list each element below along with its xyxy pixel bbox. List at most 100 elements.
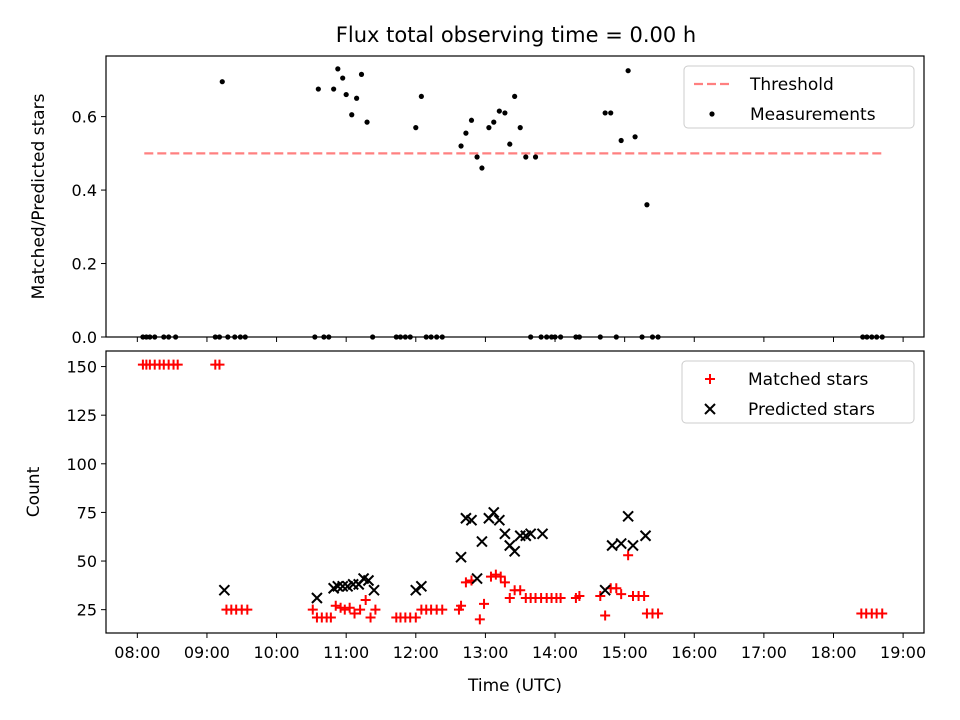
data-point — [172, 359, 183, 370]
top-panel: 0.0 0.2 0.4 0.6 Matched/Predicted stars Thres… — [29, 55, 925, 347]
x-tick-label: 15:00 — [602, 643, 648, 662]
data-point — [490, 569, 501, 580]
data-point — [523, 154, 529, 160]
data-point — [410, 584, 422, 596]
data-point — [479, 165, 485, 171]
data-point — [653, 608, 664, 619]
data-point — [471, 572, 483, 585]
x-tick-label: 19:00 — [880, 643, 926, 662]
data-point — [415, 580, 428, 593]
y-tick-label: 0.0 — [72, 328, 97, 347]
data-point — [615, 537, 627, 550]
y-tick-label: 100 — [66, 455, 97, 474]
data-point — [486, 125, 492, 131]
legend-label: Matched stars — [748, 370, 868, 390]
data-point — [362, 574, 375, 587]
data-point — [368, 584, 380, 596]
bottom-panel: 08:00 09:00 10:00 11:00 12:00 13:00 14:00 15:00… — [24, 350, 926, 696]
data-point — [517, 125, 523, 131]
data-point — [307, 604, 318, 615]
data-point — [555, 592, 566, 603]
data-point — [465, 514, 478, 526]
legend-marker — [705, 374, 715, 384]
x-tick-label: 17:00 — [741, 643, 787, 662]
x-tick-label: 12:00 — [393, 643, 439, 662]
legend-marker — [709, 111, 715, 117]
legend-box — [681, 360, 915, 424]
data-point — [507, 141, 513, 147]
data-point — [504, 592, 515, 603]
data-point — [606, 539, 618, 552]
data-point — [370, 604, 381, 615]
data-point — [336, 580, 349, 593]
axes-frame — [105, 55, 925, 338]
data-point — [479, 598, 490, 609]
data-point — [608, 110, 614, 116]
data-point — [532, 154, 539, 160]
data-point — [332, 580, 344, 593]
legend-box — [683, 65, 915, 129]
data-point — [499, 528, 511, 540]
data-point — [623, 550, 634, 561]
data-point — [354, 95, 360, 101]
data-point — [455, 551, 467, 563]
data-point — [524, 528, 537, 540]
data-point — [355, 604, 366, 615]
x-tick-label: 09:00 — [184, 643, 230, 662]
data-point — [437, 604, 448, 615]
data-point — [460, 577, 471, 588]
data-point — [616, 589, 627, 600]
data-point — [349, 608, 360, 619]
x-tick-label: 13:00 — [462, 643, 508, 662]
data-point — [214, 359, 225, 370]
data-point — [474, 614, 485, 625]
y-tick-label: 150 — [66, 358, 97, 377]
x-tick-label: 16:00 — [671, 643, 717, 662]
y-tick-label: 0.6 — [72, 108, 97, 127]
data-point — [315, 86, 321, 92]
data-point — [499, 577, 510, 588]
data-point — [491, 119, 497, 125]
data-point — [456, 600, 467, 611]
x-tick-label: 14:00 — [532, 643, 578, 662]
data-point — [599, 584, 611, 596]
x-tick-label: 08:00 — [114, 643, 160, 662]
data-point — [600, 610, 611, 621]
y-tick-label: 75 — [77, 503, 97, 522]
data-point — [602, 110, 608, 116]
data-point — [340, 75, 346, 81]
y-tick-label: 125 — [66, 406, 97, 425]
data-point — [358, 71, 365, 77]
x-tick-label: 10:00 — [254, 643, 300, 662]
data-point — [595, 591, 606, 602]
data-point — [618, 137, 624, 144]
data-point — [219, 79, 225, 85]
data-point — [335, 66, 341, 72]
x-tick-label: 11:00 — [323, 643, 369, 662]
data-point — [458, 143, 464, 149]
data-point — [463, 130, 469, 136]
data-point — [331, 86, 337, 92]
data-point — [343, 91, 349, 98]
data-point — [364, 119, 370, 125]
data-point — [349, 112, 355, 118]
y-tick-label: 25 — [77, 601, 97, 620]
data-point — [877, 608, 888, 619]
series-predicted-stars — [218, 506, 652, 604]
data-point — [485, 571, 496, 582]
legend: Threshold Measurements — [683, 65, 915, 129]
data-point — [515, 585, 526, 596]
data-point — [622, 510, 634, 523]
data-point — [644, 202, 650, 208]
data-point — [410, 612, 421, 623]
data-point — [242, 604, 253, 615]
data-point — [360, 594, 371, 605]
axes-frame — [105, 350, 925, 634]
data-point — [468, 117, 475, 123]
y-tick-label: 0.2 — [72, 255, 97, 274]
legend: Matched stars Predicted stars — [681, 360, 915, 424]
data-point — [625, 68, 631, 74]
y-tick-label: 0.4 — [72, 181, 97, 200]
x-axis-label: Time (UTC) — [467, 676, 562, 696]
